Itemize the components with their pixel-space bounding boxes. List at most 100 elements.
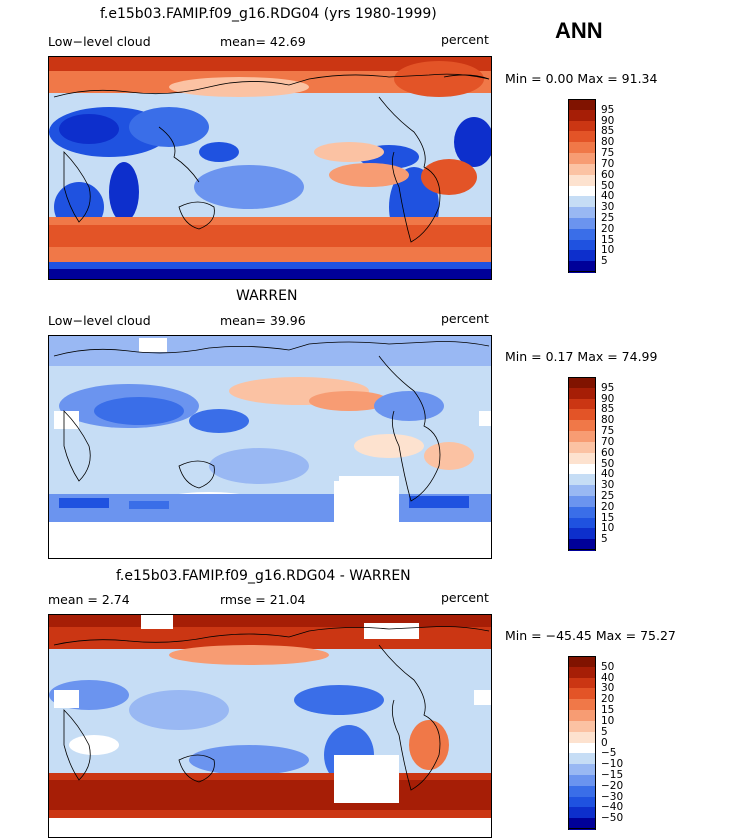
colorbar-tick-label: 20 (601, 222, 615, 235)
colorbar-tick-label: 80 (601, 136, 615, 149)
colorbar-tick-label: 15 (601, 511, 615, 524)
panel1-title: f.e15b03.FAMIP.f09_g16.RDG04 (yrs 1980-1… (100, 6, 437, 22)
panel3-map (48, 614, 492, 838)
colorbar-swatch (568, 109, 596, 122)
colorbar-tick-label: 5 (601, 533, 608, 546)
colorbar-swatch (568, 485, 596, 497)
colorbar-tick-label: −10 (601, 758, 624, 771)
panel2-map (48, 335, 492, 559)
colorbar-tick-label: 10 (601, 714, 615, 727)
colorbar-tick-label: 95 (601, 103, 615, 116)
colorbar-tick-label: 90 (601, 114, 615, 127)
colorbar-swatch (568, 731, 596, 743)
colorbar-swatch (568, 153, 596, 165)
colorbar-swatch (568, 196, 596, 208)
colorbar-tick-label: 25 (601, 489, 615, 502)
panel3-map-svg (49, 615, 491, 837)
panel1-map (48, 56, 492, 280)
colorbar-tick-label: 0 (601, 736, 608, 749)
colorbar-swatch (568, 163, 596, 176)
colorbar-tick-label: 90 (601, 392, 615, 405)
colorbar-swatch (568, 774, 596, 787)
colorbar-swatch (568, 699, 596, 711)
colorbar-swatch (568, 506, 596, 519)
colorbar-swatch (568, 666, 596, 679)
panel1-mean: mean= 42.69 (220, 34, 306, 49)
colorbar-tick-label: 85 (601, 125, 615, 138)
season-label: ANN (555, 18, 603, 43)
colorbar-swatch (568, 528, 596, 540)
panel2-units: percent (441, 311, 489, 326)
colorbar-swatch (568, 495, 596, 508)
panel2-colorbar: 95 90 85 80 75 70 60 50 40 30 25 20 15 10 5 (568, 377, 614, 551)
panel3-mean: mean = 2.74 (48, 592, 130, 607)
colorbar-tick-label: 40 (601, 468, 615, 481)
panel3-colorbar: 50 40 30 20 15 10 5 0 −5 −10 −15 −20 −30 −40 −50 (568, 656, 623, 830)
colorbar-tick-label: −40 (601, 801, 624, 814)
colorbar-tick-label: −20 (601, 779, 624, 792)
panel1-map-svg (49, 57, 491, 279)
colorbar-swatch (568, 261, 596, 273)
colorbar-tick-label: 30 (601, 682, 615, 695)
colorbar-swatch (568, 452, 596, 464)
colorbar-swatch (568, 131, 596, 143)
colorbar-swatch (568, 174, 596, 186)
colorbar-swatch (568, 409, 596, 421)
colorbar-tick-label: 95 (601, 381, 615, 394)
colorbar-tick-label: 20 (601, 693, 615, 706)
colorbar-swatch (568, 217, 596, 230)
colorbar-tick-label: 30 (601, 201, 615, 214)
colorbar-tick-label: 30 (601, 479, 615, 492)
colorbar-swatch (568, 710, 596, 722)
colorbar-tick-label: −15 (601, 768, 624, 781)
panel3-units: percent (441, 590, 489, 605)
colorbar-swatch (568, 517, 596, 529)
colorbar-swatch (568, 753, 596, 765)
colorbar-swatch (568, 474, 596, 486)
colorbar-tick-label: −30 (601, 790, 624, 803)
colorbar-swatch (568, 250, 596, 262)
panel2-mean: mean= 39.96 (220, 313, 306, 328)
colorbar-swatch (568, 99, 596, 111)
panel2-minmax: Min = 0.17 Max = 74.99 (505, 349, 658, 364)
colorbar-swatch (568, 785, 596, 798)
colorbar-tick-label: 10 (601, 244, 615, 257)
colorbar-swatch (568, 677, 596, 689)
colorbar-swatch (568, 796, 596, 808)
colorbar-tick-label: 25 (601, 211, 615, 224)
colorbar-swatch (568, 688, 596, 700)
colorbar-tick-label: −5 (601, 747, 617, 760)
colorbar-swatch (568, 398, 596, 410)
colorbar-swatch (568, 431, 596, 443)
colorbar-tick-label: 80 (601, 414, 615, 427)
colorbar-swatch (568, 420, 596, 432)
colorbar-tick-label: 40 (601, 190, 615, 203)
colorbar-swatch (568, 377, 596, 389)
panel1-variable-label: Low−level cloud (48, 34, 151, 49)
panel3-title: f.e15b03.FAMIP.f09_g16.RDG04 - WARREN (116, 568, 411, 584)
colorbar-swatch (568, 720, 596, 733)
panel2-map-svg (49, 336, 491, 558)
panel1-minmax: Min = 0.00 Max = 91.34 (505, 71, 658, 86)
colorbar-swatch (568, 807, 596, 819)
colorbar-swatch (568, 463, 596, 475)
colorbar-tick-label: 5 (601, 255, 608, 268)
colorbar-swatch (568, 228, 596, 241)
colorbar-swatch (568, 120, 596, 132)
panel1-units: percent (441, 32, 489, 47)
colorbar-tick-label: 85 (601, 403, 615, 416)
colorbar-tick-label: −50 (601, 812, 624, 825)
colorbar-tick-label: 75 (601, 147, 615, 160)
panel1-colorbar: 95 90 85 80 75 70 60 50 40 30 25 20 15 10 5 (568, 99, 614, 273)
colorbar-tick-label: 50 (601, 457, 615, 470)
colorbar-tick-label: 15 (601, 704, 615, 717)
colorbar-swatch (568, 539, 596, 551)
panel3-rmse: rmse = 21.04 (220, 592, 306, 607)
colorbar-swatch (568, 142, 596, 154)
colorbar-swatch (568, 742, 596, 754)
panel3-minmax: Min = −45.45 Max = 75.27 (505, 628, 676, 643)
colorbar-swatch (568, 441, 596, 454)
colorbar-swatch (568, 207, 596, 219)
colorbar-swatch (568, 239, 596, 251)
panel2-title: WARREN (236, 288, 298, 304)
